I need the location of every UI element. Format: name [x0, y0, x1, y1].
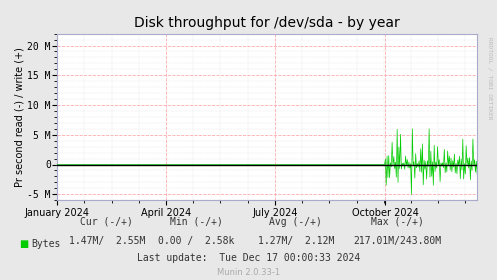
Text: 1.27M/  2.12M: 1.27M/ 2.12M: [257, 236, 334, 246]
Text: Max (-/+): Max (-/+): [371, 216, 424, 227]
Text: Bytes: Bytes: [31, 239, 60, 249]
Text: 217.01M/243.80M: 217.01M/243.80M: [353, 236, 442, 246]
Text: Munin 2.0.33-1: Munin 2.0.33-1: [217, 268, 280, 277]
Y-axis label: Pr second read (-) / write (+): Pr second read (-) / write (+): [14, 47, 25, 187]
Text: Last update:  Tue Dec 17 00:00:33 2024: Last update: Tue Dec 17 00:00:33 2024: [137, 253, 360, 263]
Text: 0.00 /  2.58k: 0.00 / 2.58k: [158, 236, 235, 246]
Text: Avg (-/+): Avg (-/+): [269, 216, 322, 227]
Text: Min (-/+): Min (-/+): [170, 216, 223, 227]
Text: Cur (-/+): Cur (-/+): [81, 216, 133, 227]
Title: Disk throughput for /dev/sda - by year: Disk throughput for /dev/sda - by year: [134, 16, 400, 30]
Text: ■: ■: [19, 239, 28, 249]
Text: RRDTOOL / TOBI OETIKER: RRDTOOL / TOBI OETIKER: [487, 37, 492, 120]
Text: 1.47M/  2.55M: 1.47M/ 2.55M: [69, 236, 145, 246]
